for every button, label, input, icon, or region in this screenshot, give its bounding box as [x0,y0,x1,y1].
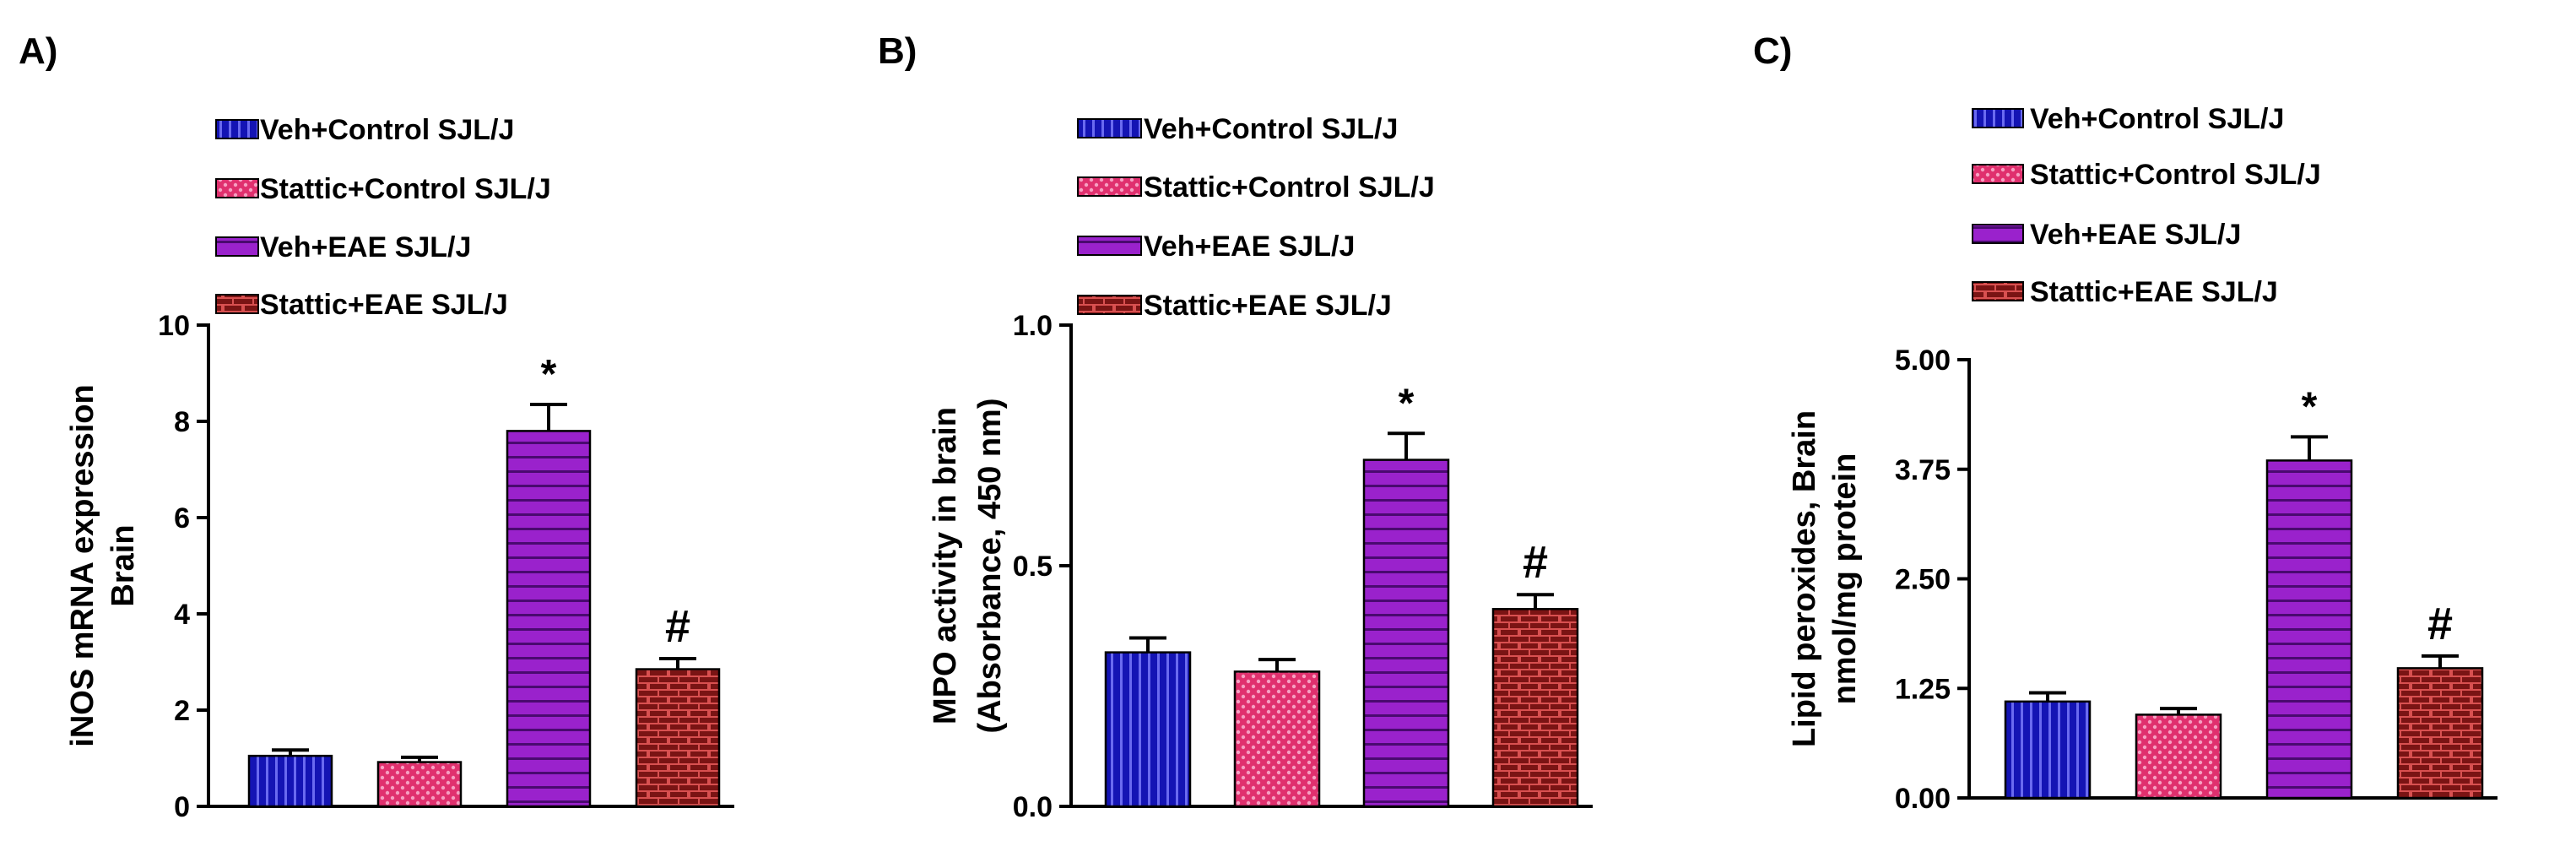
y-tick-label: 0.00 [1895,783,1951,815]
legend-swatch [1972,164,2024,184]
significance-label: * [2302,384,2318,429]
panel-b: B) Veh+Control SJL/J Stattic+Control SJL/J… [878,30,1593,823]
y-tick-label: 0 [174,791,190,823]
y-axis-label: nmol/mg protein [1827,453,1863,705]
legend-swatch [1972,108,2024,128]
bar [1362,458,1450,808]
legend-swatch [215,236,259,257]
significance-label: # [2427,599,2453,649]
panel-c: C) Veh+Control SJL/J Stattic+Control SJL/J… [1753,30,2498,815]
y-axis-label: iNOS mRNA expression [65,384,100,746]
significance-label: * [541,352,557,397]
y-tick-label: 3.75 [1895,454,1951,486]
panel-label: C) [1753,30,1792,72]
y-tick-label: 1.25 [1895,673,1951,705]
bar [376,761,463,808]
significance-label: # [1523,537,1548,588]
legend-label: Veh+EAE SJL/J [260,231,471,263]
legend-label: Veh+Control SJL/J [260,114,514,146]
y-tick-label: 5.00 [1895,345,1951,377]
bar [1491,608,1579,808]
legend-swatch [1077,118,1142,138]
bar [635,668,721,808]
legend-label: Stattic+Control SJL/J [2030,159,2321,191]
legend-swatch [1972,281,2024,301]
bar [247,754,333,808]
legend-swatch [1972,224,2024,244]
y-axis-label: Brain [106,524,141,606]
legend-swatch [1077,295,1142,315]
y-tick-label: 2.50 [1895,564,1951,596]
legend-label: Veh+Control SJL/J [1144,113,1398,145]
panel-label: B) [878,30,917,72]
y-axis-label: MPO activity in brain [928,407,963,724]
legend-label: Stattic+Control SJL/J [1144,171,1435,203]
y-axis-label: (Absorbance, 450 nm) [972,399,1008,734]
legend-swatch [215,119,259,139]
y-tick-label: 8 [174,406,190,438]
legend-swatch [215,178,259,198]
legend-label: Stattic+EAE SJL/J [1144,290,1392,322]
legend-swatch [215,294,259,314]
legend-swatch [1077,236,1142,256]
y-tick-label: 10 [158,310,190,342]
y-tick-label: 0.5 [1013,551,1053,583]
y-tick-label: 6 [174,502,190,534]
legend-label: Stattic+EAE SJL/J [2030,276,2278,308]
y-tick-label: 2 [174,695,190,727]
panel-label: A) [19,30,57,72]
panel-a: A) Veh+Control SJL/J Stattic+Control SJL/J… [19,30,734,823]
legend-label: Stattic+EAE SJL/J [260,289,508,321]
significance-label: * [1399,381,1415,426]
y-axis-label: Lipid peroxides, Brain [1787,410,1822,747]
y-tick-label: 4 [174,599,190,631]
y-tick-label: 0.0 [1013,791,1053,823]
legend-label: Veh+EAE SJL/J [2030,219,2241,251]
y-tick-label: 1.0 [1013,310,1053,342]
legend-label: Stattic+Control SJL/J [260,173,551,205]
legend-label: Veh+EAE SJL/J [1144,231,1355,263]
legend-swatch [1077,176,1142,197]
bar [1104,651,1192,808]
bar [2265,459,2353,800]
bar [2135,713,2222,800]
legend-label: Veh+Control SJL/J [2030,103,2284,135]
significance-label: # [665,601,690,652]
bar [506,430,592,808]
bar [1233,670,1321,808]
bar [2396,667,2484,800]
bar [2004,700,2092,800]
